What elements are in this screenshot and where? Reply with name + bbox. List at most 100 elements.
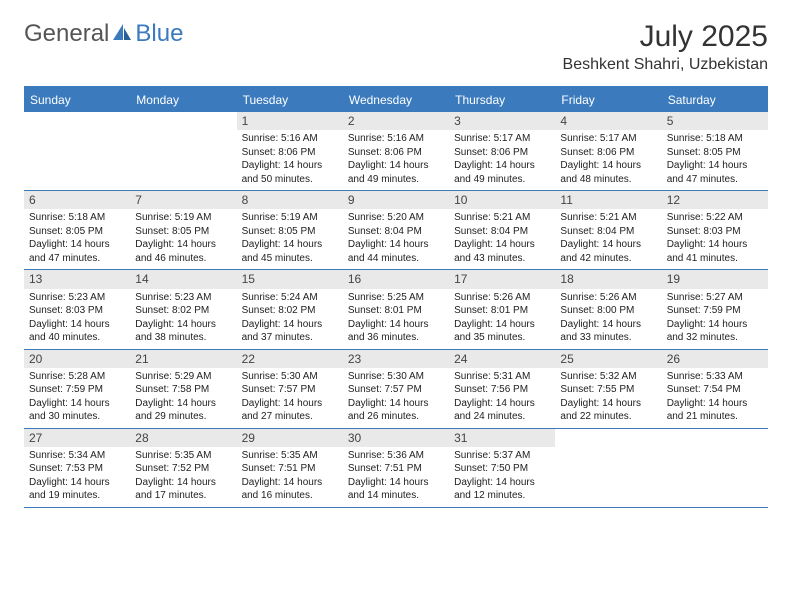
sunrise-line: Sunrise: 5:25 AM (348, 291, 444, 305)
day-number: 16 (343, 270, 449, 288)
day-number: 14 (130, 270, 236, 288)
day-body: Sunrise: 5:37 AMSunset: 7:50 PMDaylight:… (449, 447, 555, 507)
day-cell: 6Sunrise: 5:18 AMSunset: 8:05 PMDaylight… (24, 191, 130, 269)
day-cell: 27Sunrise: 5:34 AMSunset: 7:53 PMDayligh… (24, 429, 130, 507)
day-number: 4 (555, 112, 661, 130)
day-header: Tuesday (237, 88, 343, 112)
week-row: 6Sunrise: 5:18 AMSunset: 8:05 PMDaylight… (24, 191, 768, 270)
sunset-line: Sunset: 8:04 PM (454, 225, 550, 239)
daylight-line: Daylight: 14 hours and 46 minutes. (135, 238, 231, 265)
day-cell: 9Sunrise: 5:20 AMSunset: 8:04 PMDaylight… (343, 191, 449, 269)
day-cell: 17 Sunrise: 5:26 AMSunset: 8:01 PMDayligh… (449, 270, 555, 348)
day-cell: 8Sunrise: 5:19 AMSunset: 8:05 PMDaylight… (237, 191, 343, 269)
day-header: Thursday (449, 88, 555, 112)
day-body: Sunrise: 5:17 AMSunset: 8:06 PMDaylight:… (555, 130, 661, 190)
day-number: 18 (555, 270, 661, 288)
day-cell: 24Sunrise: 5:31 AMSunset: 7:56 PMDayligh… (449, 350, 555, 428)
day-number: 3 (449, 112, 555, 130)
sunset-line: Sunset: 8:01 PM (454, 304, 550, 318)
day-body: Sunrise: 5:20 AMSunset: 8:04 PMDaylight:… (343, 209, 449, 269)
sunset-line: Sunset: 8:05 PM (135, 225, 231, 239)
day-cell: 29Sunrise: 5:35 AMSunset: 7:51 PMDayligh… (237, 429, 343, 507)
sunset-line: Sunset: 7:58 PM (135, 383, 231, 397)
sunrise-line: Sunrise: 5:20 AM (348, 211, 444, 225)
day-cell: 26Sunrise: 5:33 AMSunset: 7:54 PMDayligh… (662, 350, 768, 428)
day-body: Sunrise: 5:16 AMSunset: 8:06 PMDaylight:… (343, 130, 449, 190)
daylight-line: Daylight: 14 hours and 29 minutes. (135, 397, 231, 424)
day-cell: 30Sunrise: 5:36 AMSunset: 7:51 PMDayligh… (343, 429, 449, 507)
day-body: Sunrise: 5:26 AMSunset: 8:00 PMDaylight:… (555, 289, 661, 349)
sunset-line: Sunset: 8:06 PM (348, 146, 444, 160)
daylight-line: Daylight: 14 hours and 19 minutes. (29, 476, 125, 503)
daylight-line: Daylight: 14 hours and 50 minutes. (242, 159, 338, 186)
day-body: Sunrise: 5:25 AMSunset: 8:01 PMDaylight:… (343, 289, 449, 349)
day-cell: 15Sunrise: 5:24 AMSunset: 8:02 PMDayligh… (237, 270, 343, 348)
day-cell: 4Sunrise: 5:17 AMSunset: 8:06 PMDaylight… (555, 112, 661, 190)
day-body: Sunrise: 5:29 AMSunset: 7:58 PMDaylight:… (130, 368, 236, 428)
daylight-line: Daylight: 14 hours and 40 minutes. (29, 318, 125, 345)
day-header: Wednesday (343, 88, 449, 112)
daylight-line: Daylight: 14 hours and 44 minutes. (348, 238, 444, 265)
logo-text-general: General (24, 20, 109, 48)
sunrise-line: Sunrise: 5:23 AM (135, 291, 231, 305)
day-cell: 14Sunrise: 5:23 AMSunset: 8:02 PMDayligh… (130, 270, 236, 348)
day-number: 22 (237, 350, 343, 368)
daylight-line: Daylight: 14 hours and 33 minutes. (560, 318, 656, 345)
day-number: 2 (343, 112, 449, 130)
sunrise-line: Sunrise: 5:18 AM (667, 132, 763, 146)
day-cell: 16Sunrise: 5:25 AMSunset: 8:01 PMDayligh… (343, 270, 449, 348)
sunset-line: Sunset: 8:04 PM (560, 225, 656, 239)
daylight-line: Daylight: 14 hours and 38 minutes. (135, 318, 231, 345)
sunset-line: Sunset: 8:04 PM (348, 225, 444, 239)
sunset-line: Sunset: 8:03 PM (667, 225, 763, 239)
day-number: 25 (555, 350, 661, 368)
sunset-line: Sunset: 7:56 PM (454, 383, 550, 397)
header: General Blue July 2025 Beshkent Shahri, … (24, 20, 768, 74)
sunset-line: Sunset: 8:06 PM (454, 146, 550, 160)
day-body: Sunrise: 5:18 AMSunset: 8:05 PMDaylight:… (24, 209, 130, 269)
week-row: 20Sunrise: 5:28 AMSunset: 7:59 PMDayligh… (24, 350, 768, 429)
week-row: 27Sunrise: 5:34 AMSunset: 7:53 PMDayligh… (24, 429, 768, 508)
daylight-line: Daylight: 14 hours and 49 minutes. (348, 159, 444, 186)
logo: General Blue (24, 20, 183, 48)
day-cell (555, 429, 661, 507)
sunset-line: Sunset: 8:00 PM (560, 304, 656, 318)
day-body: Sunrise: 5:21 AMSunset: 8:04 PMDaylight:… (449, 209, 555, 269)
day-cell: 3Sunrise: 5:17 AMSunset: 8:06 PMDaylight… (449, 112, 555, 190)
daylight-line: Daylight: 14 hours and 48 minutes. (560, 159, 656, 186)
day-body: Sunrise: 5:35 AMSunset: 7:52 PMDaylight:… (130, 447, 236, 507)
day-number: 11 (555, 191, 661, 209)
sunrise-line: Sunrise: 5:37 AM (454, 449, 550, 463)
day-body: Sunrise: 5:21 AMSunset: 8:04 PMDaylight:… (555, 209, 661, 269)
sunrise-line: Sunrise: 5:27 AM (667, 291, 763, 305)
sunrise-line: Sunrise: 5:36 AM (348, 449, 444, 463)
daylight-line: Daylight: 14 hours and 47 minutes. (29, 238, 125, 265)
sunrise-line: Sunrise: 5:23 AM (29, 291, 125, 305)
day-body: Sunrise: 5:33 AMSunset: 7:54 PMDaylight:… (662, 368, 768, 428)
sunrise-line: Sunrise: 5:26 AM (454, 291, 550, 305)
day-body: Sunrise: 5:35 AMSunset: 7:51 PMDaylight:… (237, 447, 343, 507)
sunrise-line: Sunrise: 5:35 AM (135, 449, 231, 463)
sunset-line: Sunset: 7:52 PM (135, 462, 231, 476)
day-number: 13 (24, 270, 130, 288)
day-body: Sunrise: 5:32 AMSunset: 7:55 PMDaylight:… (555, 368, 661, 428)
day-cell: 10Sunrise: 5:21 AMSunset: 8:04 PMDayligh… (449, 191, 555, 269)
day-body: Sunrise: 5:24 AMSunset: 8:02 PMDaylight:… (237, 289, 343, 349)
day-cell: 5Sunrise: 5:18 AMSunset: 8:05 PMDaylight… (662, 112, 768, 190)
sunrise-line: Sunrise: 5:32 AM (560, 370, 656, 384)
daylight-line: Daylight: 14 hours and 49 minutes. (454, 159, 550, 186)
sunrise-line: Sunrise: 5:21 AM (560, 211, 656, 225)
sunrise-line: Sunrise: 5:30 AM (242, 370, 338, 384)
daylight-line: Daylight: 14 hours and 27 minutes. (242, 397, 338, 424)
page-title: July 2025 (563, 20, 768, 54)
day-header-row: SundayMondayTuesdayWednesdayThursdayFrid… (24, 88, 768, 112)
day-cell: 7Sunrise: 5:19 AMSunset: 8:05 PMDaylight… (130, 191, 236, 269)
day-number: 15 (237, 270, 343, 288)
sunset-line: Sunset: 7:54 PM (667, 383, 763, 397)
sunrise-line: Sunrise: 5:35 AM (242, 449, 338, 463)
day-body: Sunrise: 5:28 AMSunset: 7:59 PMDaylight:… (24, 368, 130, 428)
daylight-line: Daylight: 14 hours and 35 minutes. (454, 318, 550, 345)
day-number: 17 (449, 270, 555, 288)
day-body: Sunrise: 5:30 AMSunset: 7:57 PMDaylight:… (343, 368, 449, 428)
sunrise-line: Sunrise: 5:31 AM (454, 370, 550, 384)
